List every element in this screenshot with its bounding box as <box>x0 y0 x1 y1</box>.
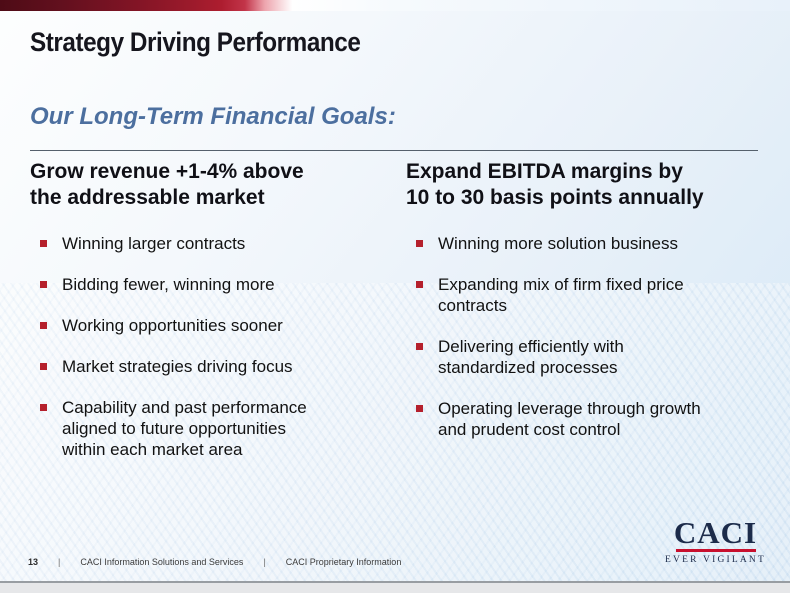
logo-wordmark: CACI <box>673 515 758 550</box>
bullet-text: Working opportunities sooner <box>62 316 283 335</box>
top-accent-bar <box>0 0 790 11</box>
bullet-square-icon <box>416 405 423 412</box>
left-bullet-list: Winning larger contracts Bidding fewer, … <box>30 233 388 460</box>
bullet-text: Bidding fewer, winning more <box>62 275 275 294</box>
slide-bottom-edge <box>0 581 790 593</box>
slide-subtitle: Our Long-Term Financial Goals: <box>30 103 396 130</box>
right-bullet-list: Winning more solution business Expanding… <box>406 233 764 440</box>
list-item: Winning more solution business <box>406 233 764 254</box>
footer-separator: | <box>58 557 61 567</box>
bullet-square-icon <box>40 240 47 247</box>
left-column-heading: Grow revenue +1-4% above the addressable… <box>30 160 304 209</box>
divider-line <box>30 150 758 151</box>
content-columns: Grow revenue +1-4% above the addressable… <box>30 159 764 480</box>
bullet-square-icon <box>40 281 47 288</box>
bullet-square-icon <box>40 322 47 329</box>
footer-org-label: CACI Information Solutions and Services <box>80 557 244 567</box>
logo-tagline: EVER VIGILANT <box>665 555 766 565</box>
list-item: Bidding fewer, winning more <box>30 274 388 295</box>
footer-proprietary-label: CACI Proprietary Information <box>285 557 402 567</box>
right-column: Expand EBITDA margins by 10 to 30 basis … <box>406 159 764 480</box>
list-item: Market strategies driving focus <box>30 356 388 377</box>
bullet-text: Expanding mix of firm fixed price contra… <box>438 275 684 315</box>
list-item: Working opportunities sooner <box>30 315 388 336</box>
bullet-square-icon <box>40 404 47 411</box>
footer-separator: | <box>263 557 266 567</box>
list-item: Winning larger contracts <box>30 233 388 254</box>
caci-logo: CACI EVER VIGILANT <box>665 515 766 565</box>
bullet-square-icon <box>416 281 423 288</box>
bullet-text: Winning larger contracts <box>62 234 246 253</box>
bullet-text: Delivering efficiently with standardized… <box>438 337 624 377</box>
footer: 13 | CACI Information Solutions and Serv… <box>28 557 401 567</box>
right-column-heading: Expand EBITDA margins by 10 to 30 basis … <box>406 160 704 209</box>
list-item: Capability and past performance aligned … <box>30 397 388 460</box>
logo-underline-icon <box>675 549 756 552</box>
left-column: Grow revenue +1-4% above the addressable… <box>30 159 388 480</box>
bullet-square-icon <box>416 343 423 350</box>
list-item: Expanding mix of firm fixed price contra… <box>406 274 764 316</box>
slide-title: Strategy Driving Performance <box>30 27 361 57</box>
bullet-text: Market strategies driving focus <box>62 357 293 376</box>
bullet-square-icon <box>416 240 423 247</box>
list-item: Operating leverage through growth and pr… <box>406 398 764 440</box>
list-item: Delivering efficiently with standardized… <box>406 336 764 378</box>
bullet-text: Winning more solution business <box>438 234 679 253</box>
bullet-text: Operating leverage through growth and pr… <box>438 399 701 439</box>
bullet-text: Capability and past performance aligned … <box>62 398 307 459</box>
bullet-square-icon <box>40 363 47 370</box>
page-number: 13 <box>28 557 39 567</box>
